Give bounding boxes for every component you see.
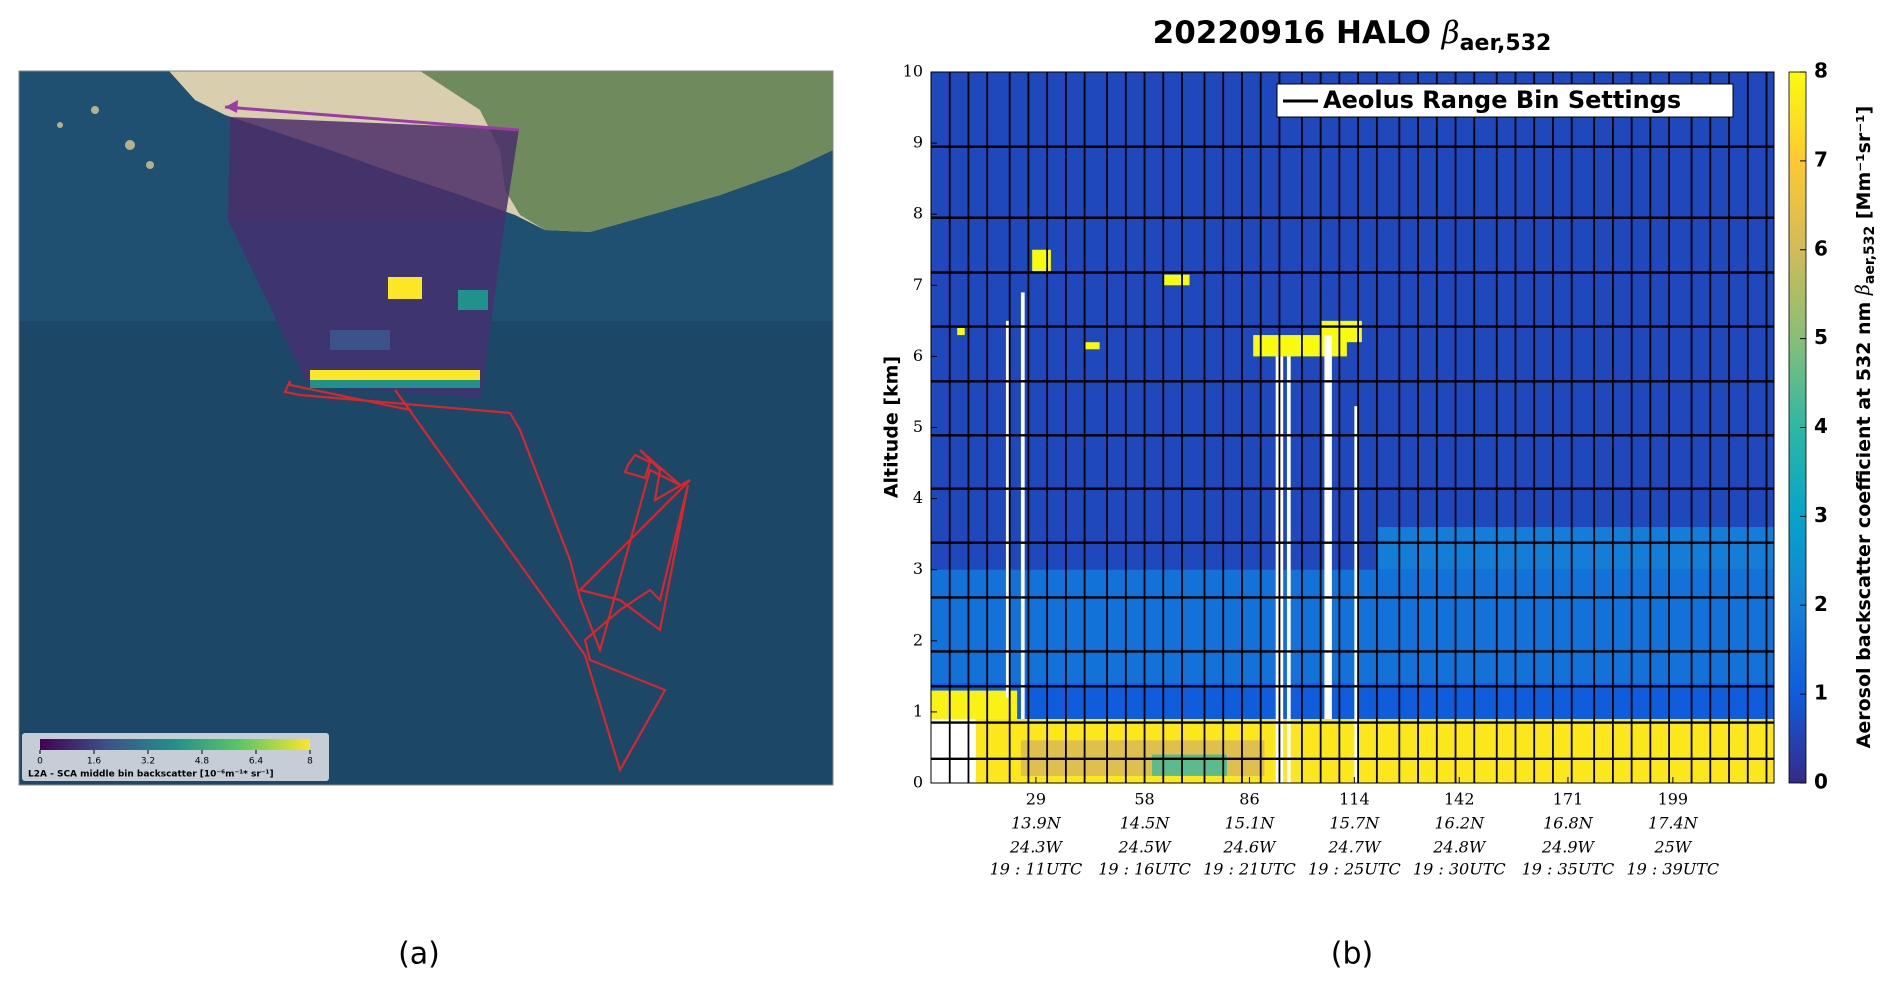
map-colorbar-tick-label: 6.4 [249, 757, 264, 767]
colorbar-tick-label: 7 [1814, 147, 1828, 171]
x-tick-label: 24.5W [1118, 838, 1173, 857]
map-colorbar-label: L2A - SCA middle bin backscatter [10⁻⁶m⁻… [28, 770, 274, 780]
x-tick-label: 19 : 21UTC [1203, 860, 1296, 879]
map-colorbar-tick-label: 4.8 [195, 757, 210, 767]
colorbar-tick-label: 0 [1814, 770, 1828, 794]
heatmap-cell [1286, 356, 1291, 783]
x-tick-label: 19 : 25UTC [1308, 860, 1401, 879]
y-tick-label: 1 [913, 701, 923, 720]
y-tick-label: 10 [903, 62, 923, 81]
heatmap-cell [931, 690, 1018, 720]
x-tick-label: 24.6W [1222, 838, 1277, 857]
colorbar-tick-label: 2 [1814, 592, 1828, 616]
heatmap-cell [1084, 342, 1100, 350]
x-tick-label: 19 : 35UTC [1522, 860, 1615, 879]
colorbar-tick-label: 1 [1814, 681, 1828, 705]
heatmap-cell [931, 683, 1774, 720]
heatmap-cell [931, 569, 1774, 684]
heatmap-cell [957, 327, 965, 336]
x-tick-label: 29 [1026, 790, 1046, 809]
map-colorbar [40, 739, 310, 750]
y-tick-label: 2 [913, 630, 923, 649]
x-tick-label: 24.9W [1541, 838, 1596, 857]
chart-title: 20220916 HALO βaer,532 [1153, 15, 1552, 57]
x-tick-label: 19 : 39UTC [1626, 860, 1719, 879]
y-tick-label: 6 [913, 346, 923, 365]
y-tick-label: 0 [913, 773, 923, 792]
x-tick-label: 86 [1239, 790, 1259, 809]
x-tick-label: 142 [1444, 790, 1475, 809]
x-tick-label: 16.2N [1434, 814, 1485, 833]
x-tick-label: 58 [1134, 790, 1154, 809]
y-tick-label: 5 [913, 417, 923, 436]
heatmap-cell [1376, 527, 1774, 570]
x-tick-label: 15.7N [1330, 814, 1381, 833]
heatmap-cell [1354, 406, 1359, 783]
heatmap-cell [1324, 335, 1332, 720]
panel-label: (b) [1331, 937, 1373, 972]
colorbar-tick-label: 5 [1814, 325, 1828, 349]
x-tick-label: 25W [1653, 838, 1692, 857]
colorbar-label: Aerosol backscatter coefficient at 532 n… [1852, 106, 1878, 749]
y-tick-label: 7 [913, 275, 923, 294]
x-tick-label: 16.8N [1543, 814, 1594, 833]
y-tick-label: 3 [913, 559, 923, 578]
x-tick-label: 199 [1658, 790, 1689, 809]
map-frame [18, 70, 834, 786]
colorbar-tick-label: 4 [1814, 414, 1828, 438]
map-colorbar-tick-label: 0 [37, 757, 43, 767]
heatmap-cell [1163, 274, 1190, 286]
panel-label: (a) [398, 937, 440, 972]
x-tick-label: 24.8W [1432, 838, 1487, 857]
map-colorbar-tick-label: 8 [307, 757, 313, 767]
map-colorbar-tick-label: 1.6 [87, 757, 102, 767]
x-tick-label: 19 : 30UTC [1413, 860, 1506, 879]
colorbar-tick-label: 6 [1814, 236, 1828, 260]
legend-label: Aeolus Range Bin Settings [1323, 86, 1681, 114]
colorbar-tick-label: 8 [1814, 59, 1828, 83]
x-tick-label: 19 : 16UTC [1098, 860, 1191, 879]
x-tick-label: 114 [1339, 790, 1370, 809]
y-axis-label: Altitude [km] [881, 356, 903, 498]
legend [1276, 83, 1734, 118]
x-tick-label: 17.4N [1648, 814, 1699, 833]
x-tick-label: 24.7W [1327, 838, 1382, 857]
x-tick-label: 24.3W [1009, 838, 1064, 857]
heatmap-cell [1005, 320, 1010, 698]
y-tick-label: 8 [913, 204, 923, 223]
y-tick-label: 4 [913, 488, 923, 507]
x-tick-label: 15.1N [1225, 814, 1276, 833]
y-tick-label: 9 [913, 133, 923, 152]
heatmap-cell [1020, 292, 1025, 720]
colorbar-tick-label: 3 [1814, 503, 1828, 527]
x-tick-label: 171 [1553, 790, 1584, 809]
map-colorbar-tick-label: 3.2 [141, 757, 155, 767]
x-tick-label: 19 : 11UTC [990, 860, 1083, 879]
map [19, 71, 833, 785]
heatmap-cell [1032, 249, 1051, 272]
x-tick-label: 13.9N [1011, 814, 1062, 833]
x-tick-label: 14.5N [1120, 814, 1171, 833]
